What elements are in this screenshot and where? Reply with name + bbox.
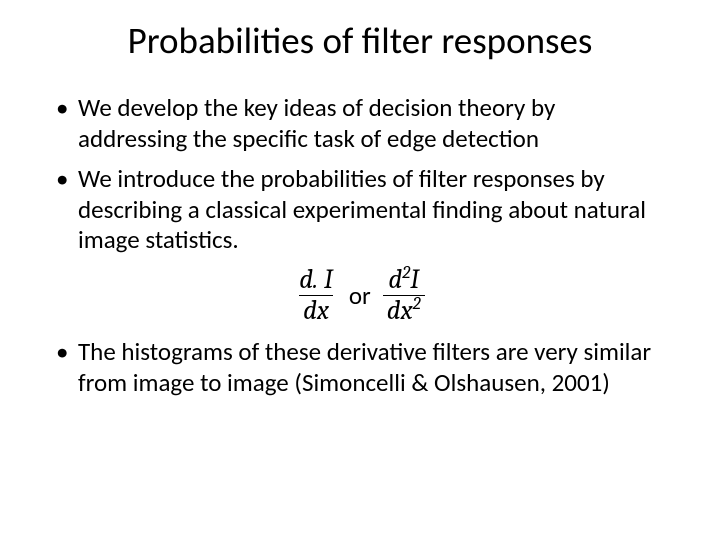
connector-or: or <box>347 280 373 311</box>
fraction-1: d. I dx <box>295 266 337 326</box>
denominator: dx <box>299 295 333 325</box>
bullet-item: We develop the key ideas of decision the… <box>50 93 670 154</box>
bullet-item: The histograms of these derivative filte… <box>50 337 670 398</box>
numerator: d2I <box>384 266 423 295</box>
page-title: Probabilities of filter responses <box>50 18 670 63</box>
equation-block: d. I dx or d2I dx2 <box>50 266 670 326</box>
bullet-list: The histograms of these derivative filte… <box>50 337 670 398</box>
bullet-item: We introduce the probabilities of filter… <box>50 164 670 256</box>
bullet-list: We develop the key ideas of decision the… <box>50 93 670 256</box>
slide: Probabilities of filter responses We dev… <box>0 0 720 540</box>
denominator: dx2 <box>383 295 425 325</box>
fraction-2: d2I dx2 <box>383 266 425 326</box>
numerator: d. I <box>295 266 337 295</box>
